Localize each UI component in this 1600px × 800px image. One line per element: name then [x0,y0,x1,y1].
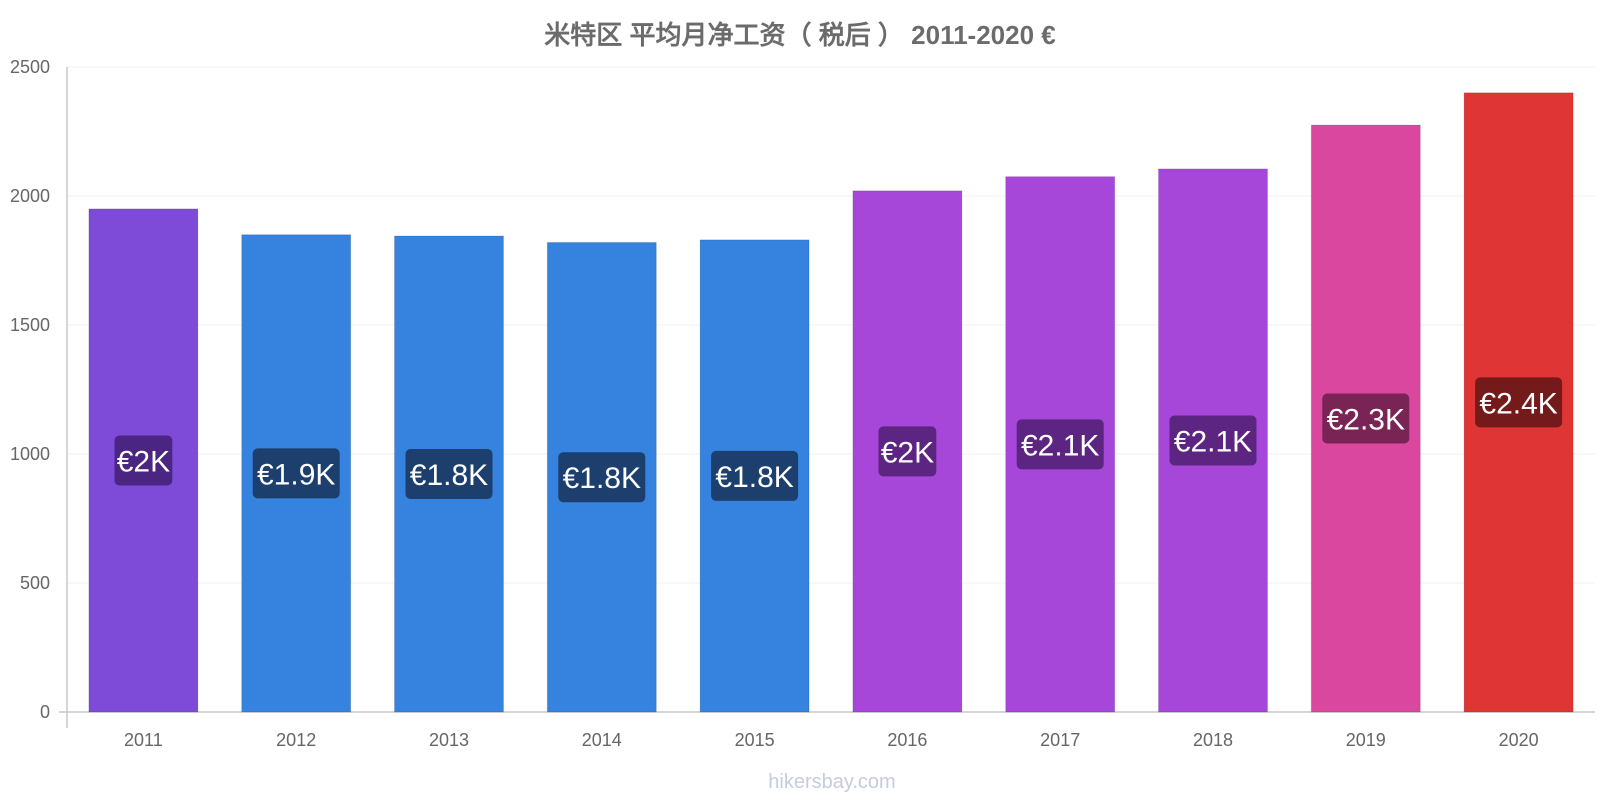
data-label-box [1169,415,1257,466]
x-tick-label: 2016 [887,730,927,750]
data-label: €2.1K [1174,425,1252,458]
data-label-box [711,450,799,501]
x-tick-label: 2012 [276,730,316,750]
data-label-box [114,435,173,486]
data-label-box [252,448,340,499]
x-tick-label: 2019 [1346,730,1386,750]
x-tick-label: 2014 [582,730,622,750]
y-tick-label: 1000 [10,444,50,464]
x-tick-label: 2013 [429,730,469,750]
data-label: €2.3K [1327,404,1405,437]
data-label: €1.8K [715,461,793,494]
data-label: €1.8K [563,462,641,495]
x-tick-label: 2015 [735,730,775,750]
tick-labels: 0 500 1000 1500 2000 2500 2011 2012 2013 2014 2015… [10,57,1539,750]
y-tick-label: 2500 [10,57,50,77]
data-label: €2.1K [1021,429,1099,462]
data-label: €2K [117,445,170,478]
data-label-box [405,448,493,499]
x-tick-label: 2011 [124,730,163,750]
data-label-box [1016,419,1104,470]
x-tick-label: 2018 [1193,730,1233,750]
data-label-box [1322,393,1410,444]
watermark: hikersbay.com [768,771,895,793]
data-label-box [558,452,646,503]
y-tick-label: 2000 [10,186,50,206]
data-label: €2K [881,436,934,469]
y-tick-label: 0 [40,702,50,722]
data-label: €1.9K [257,458,335,491]
y-tick-label: 1500 [10,315,50,335]
x-tick-label: 2017 [1040,730,1080,750]
data-label: €2.4K [1479,387,1557,420]
chart-title: 米特区 平均月净工资（ 税后 ） 2011-2020 € [544,20,1055,50]
x-tick-label: 2020 [1499,730,1539,750]
y-tick-label: 500 [20,573,50,593]
data-label-box [878,426,937,477]
data-label-box [1475,377,1563,428]
data-labels: €2K €1.9K €1.8K €1.8K €1.8K €2K €2.1K €2.1K €2.3… [114,377,1563,503]
data-label: €1.8K [410,459,488,492]
